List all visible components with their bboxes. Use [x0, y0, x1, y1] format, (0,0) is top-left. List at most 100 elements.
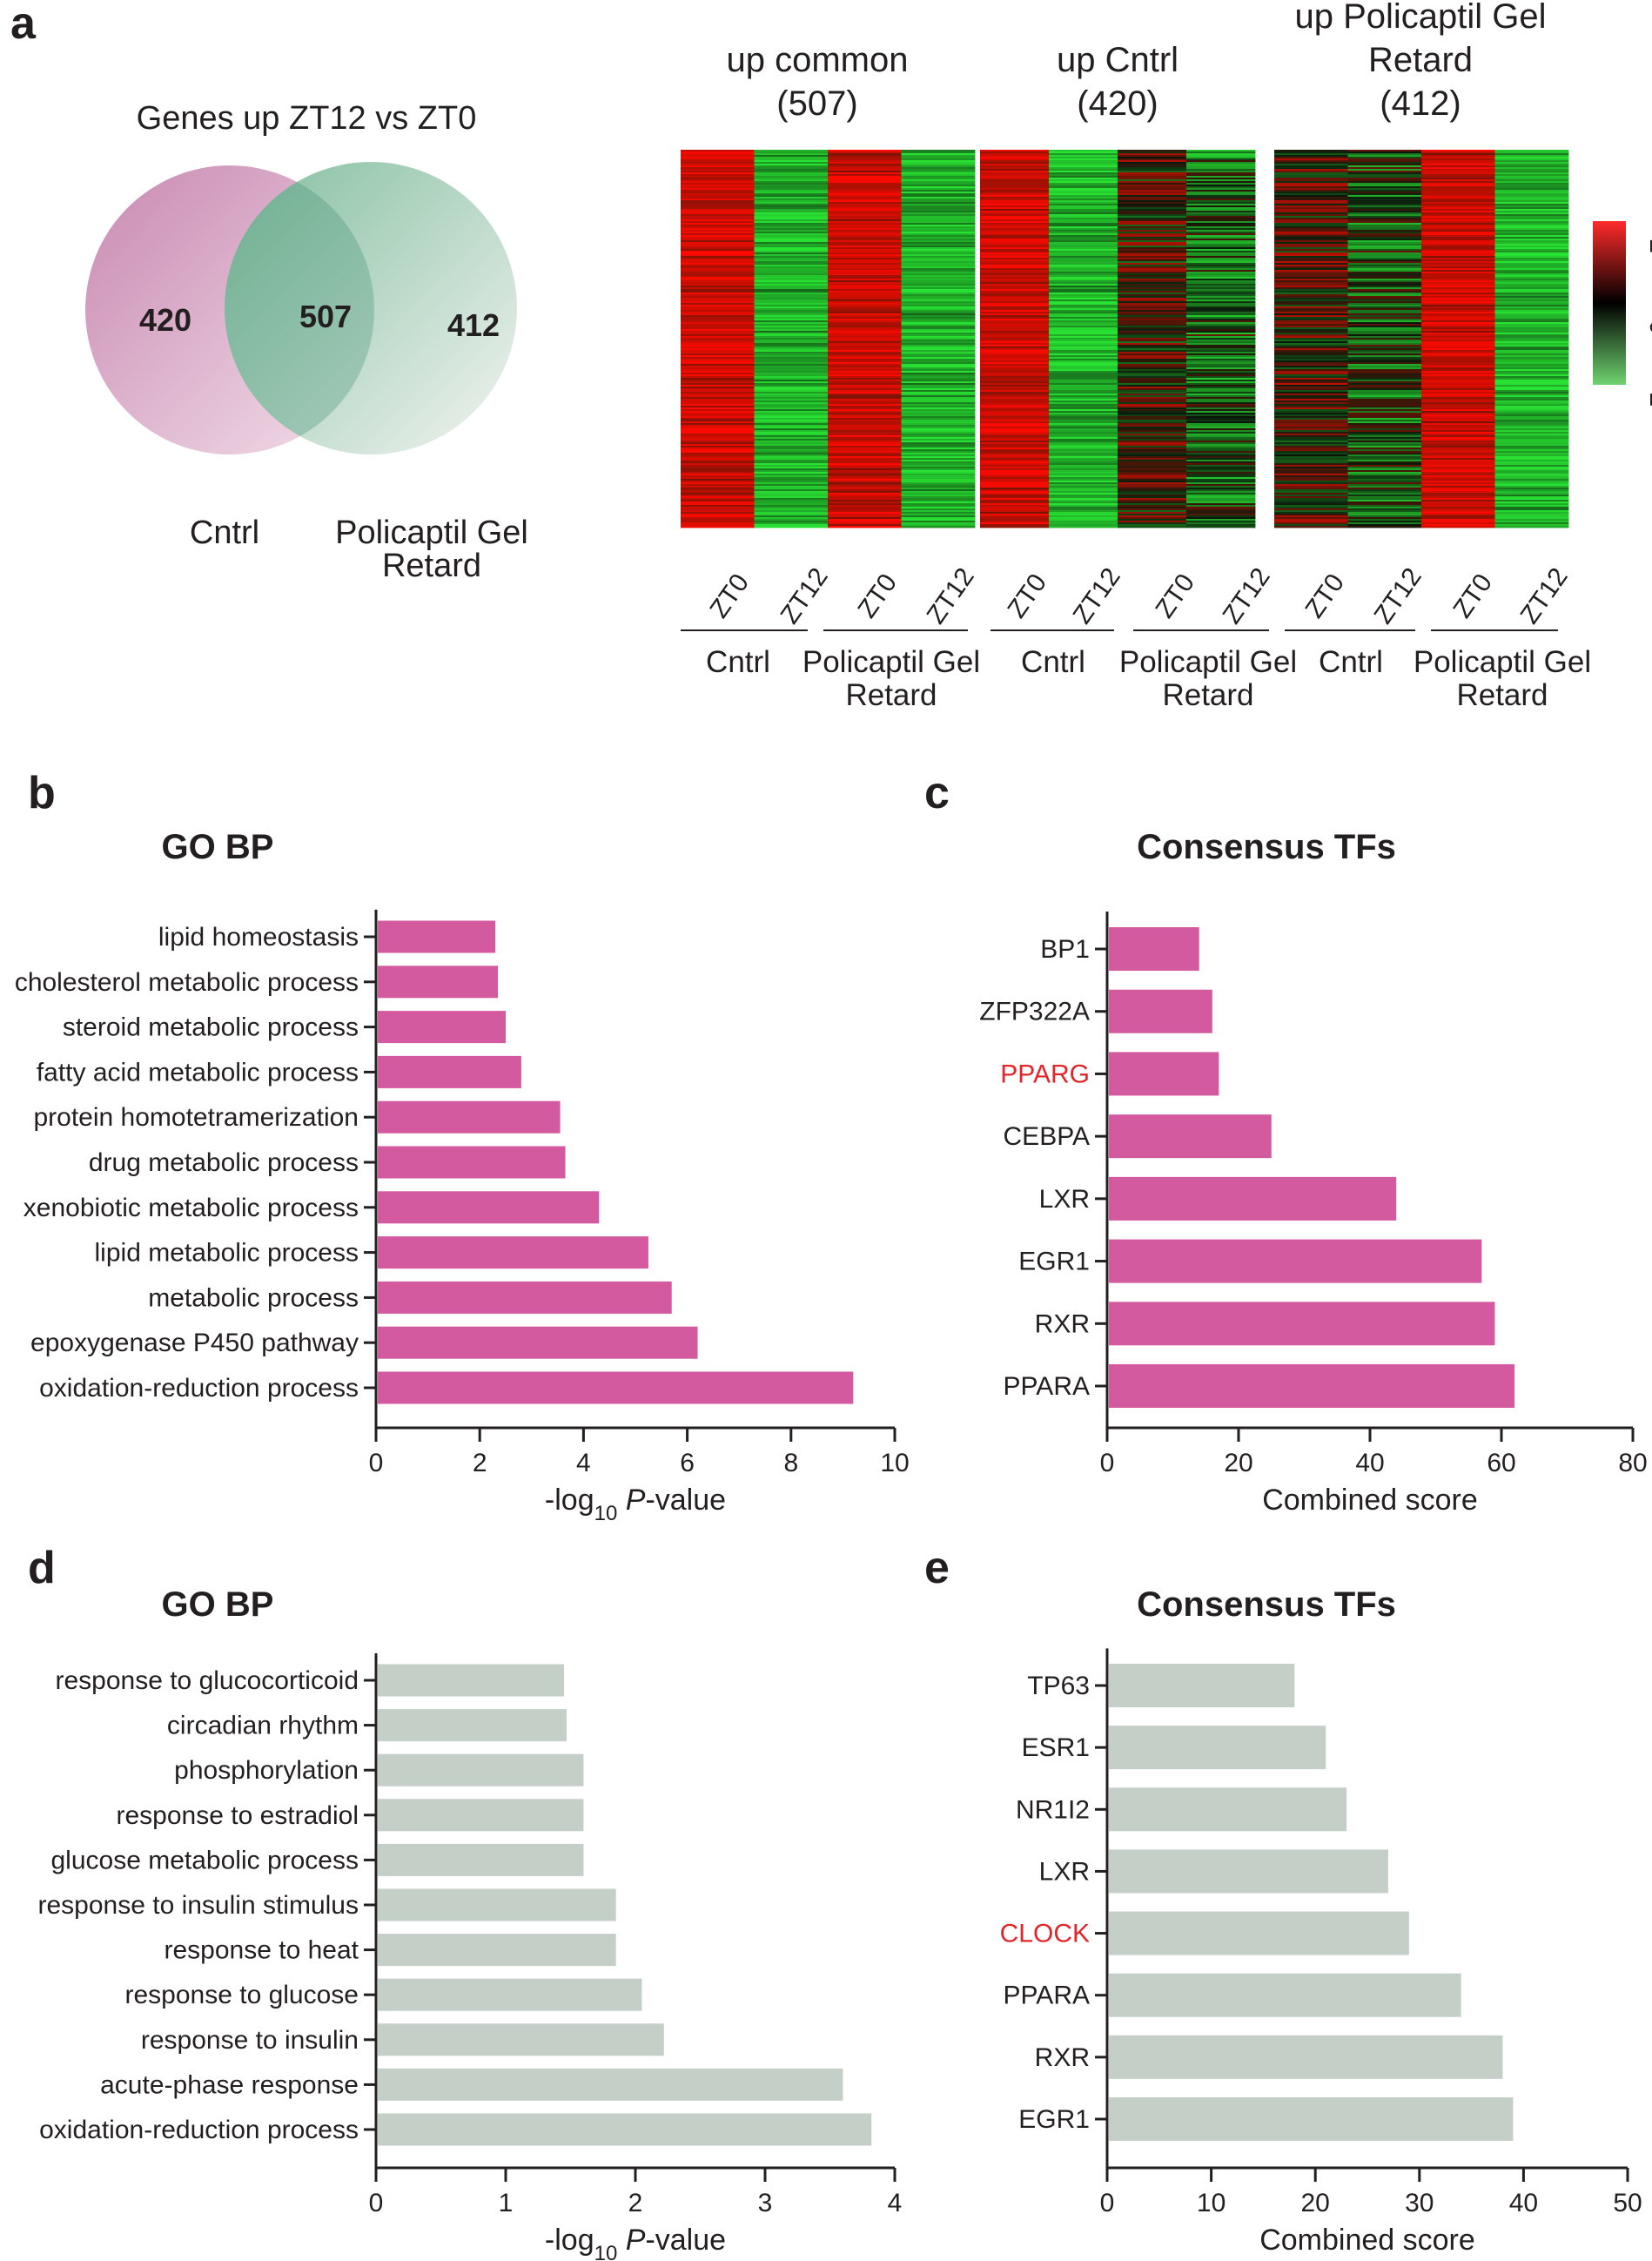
- heatmap-cell: [901, 397, 976, 400]
- heatmap-cell: [1049, 437, 1118, 440]
- heatmap-cell: [1421, 200, 1495, 203]
- heatmap-cell: [1421, 352, 1495, 354]
- heatmap-cell: [901, 240, 976, 243]
- heatmap-cell: [1118, 225, 1187, 227]
- heatmap-cell: [754, 334, 829, 337]
- heatmap-cell: [1347, 364, 1422, 367]
- heatmap-cell: [1118, 515, 1187, 518]
- heatmap-cell: [1494, 167, 1569, 170]
- heatmap-cell: [1118, 345, 1187, 347]
- heatmap-cell: [901, 463, 976, 466]
- heatmap-up-treatment: [1274, 150, 1569, 528]
- category-label: BP1: [1040, 935, 1090, 964]
- heatmap-cell: [1118, 312, 1187, 314]
- heatmap-cell: [1494, 324, 1569, 326]
- heatmap-cell: [1421, 268, 1495, 271]
- heatmap-cell: [901, 460, 976, 462]
- heatmap-cell: [1274, 360, 1348, 363]
- heatmap-cell: [681, 423, 755, 426]
- heatmap-cell: [828, 376, 902, 379]
- heatmap-cell: [828, 197, 902, 199]
- heatmap-cell: [681, 460, 755, 462]
- heatmap-cell: [681, 252, 755, 255]
- heatmap-cell: [1421, 463, 1495, 466]
- heatmap-cell: [1421, 312, 1495, 314]
- heatmap-cell: [1274, 303, 1348, 306]
- heatmap-cell: [681, 221, 755, 224]
- heatmap-cell: [1421, 498, 1495, 501]
- heatmap-cell: [901, 193, 976, 196]
- heatmap-cell: [1347, 404, 1422, 407]
- heatmap-cell: [1186, 171, 1256, 173]
- heatmap-cell: [1049, 350, 1118, 353]
- heatmap-cell: [1347, 362, 1422, 365]
- heatmap-cell: [1274, 347, 1348, 349]
- heatmap-cell: [1186, 275, 1256, 278]
- heatmap-cell: [1347, 157, 1422, 159]
- heatmap-cell: [681, 223, 755, 225]
- heatmap-cell: [754, 275, 829, 278]
- heatmap-cell: [828, 251, 902, 253]
- heatmap-cell: [1494, 451, 1569, 454]
- heatmap-cell: [1421, 427, 1495, 429]
- heatmap-cell: [1274, 463, 1348, 466]
- heatmap-cell: [1049, 362, 1118, 365]
- heatmap-cell: [1049, 397, 1118, 400]
- heatmap-cell: [828, 287, 902, 290]
- heatmap-cell: [754, 475, 829, 478]
- heatmap-cell: [1049, 284, 1118, 286]
- heatmap-cell: [681, 421, 755, 424]
- heatmap-cell: [901, 418, 976, 421]
- heatmap-cell: [1421, 400, 1495, 403]
- heatmap-cell: [1186, 360, 1256, 363]
- heatmap-cell: [1186, 277, 1256, 279]
- heatmap-cell: [1049, 317, 1118, 320]
- heatmap-cell: [980, 150, 1050, 152]
- heatmap-cell: [1274, 441, 1348, 443]
- heatmap-cell: [1118, 317, 1187, 320]
- heatmap-cell: [1347, 251, 1422, 253]
- heatmap-cell: [1186, 312, 1256, 314]
- heatmap-cell: [754, 320, 829, 323]
- category-label: EGR1: [1018, 1248, 1090, 1276]
- heatmap-cell: [901, 343, 976, 346]
- heatmap-cell: [901, 275, 976, 278]
- heatmap-cell: [1421, 181, 1495, 184]
- heatmap-cell: [1118, 327, 1187, 330]
- chart-c-consensus-tfs: Consensus TFsBP1ZFP322APPARGCEBPALXREGR1…: [979, 828, 1647, 1517]
- heatmap-cell: [1347, 399, 1422, 401]
- heatmap-cell: [1118, 498, 1187, 501]
- heatmap-cell: [1186, 357, 1256, 360]
- heatmap-cell: [1118, 348, 1187, 351]
- heatmap-cell: [1274, 211, 1348, 213]
- heatmap-cell: [1118, 352, 1187, 354]
- heatmap-cell: [1421, 369, 1495, 372]
- heatmap-cell: [828, 211, 902, 213]
- heatmap-cell: [828, 524, 902, 527]
- heatmap-cell: [828, 308, 902, 311]
- heatmap-cell: [1421, 308, 1495, 311]
- heatmap-cell: [1118, 432, 1187, 434]
- heatmap-cell: [1274, 169, 1348, 172]
- heatmap-cell: [901, 204, 976, 206]
- heatmap-cell: [1494, 176, 1569, 178]
- heatmap-cell: [754, 479, 829, 481]
- heatmap-cell: [681, 313, 755, 316]
- heatmap-cell: [828, 273, 902, 276]
- heatmap-cell: [754, 493, 829, 495]
- heatmap-cell: [754, 244, 829, 246]
- heatmap-cell: [1274, 350, 1348, 353]
- heatmap-cell: [1186, 280, 1256, 283]
- heatmap-cell: [1049, 526, 1118, 528]
- heatmap-cell: [1347, 369, 1422, 372]
- heatmap-cell: [681, 258, 755, 260]
- heatmap-cell: [1347, 507, 1422, 509]
- heatmap-cell: [828, 265, 902, 267]
- heatmap-cell: [1421, 232, 1495, 234]
- heatmap-cell: [1118, 441, 1187, 443]
- heatmap-cell: [1347, 327, 1422, 330]
- heatmap-cell: [901, 315, 976, 318]
- heatmap-cell: [980, 519, 1050, 522]
- heatmap-zt-label: ZT12: [1218, 562, 1276, 629]
- heatmap-cell: [681, 474, 755, 476]
